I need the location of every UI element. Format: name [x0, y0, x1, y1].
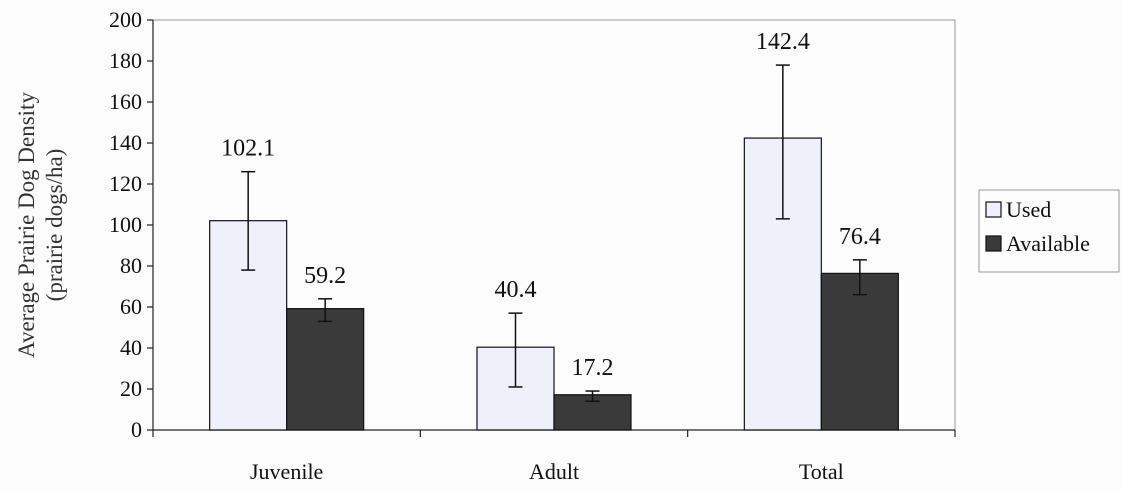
y-tick-label: 0: [131, 417, 142, 442]
y-tick-label: 80: [120, 253, 142, 278]
data-label: 17.2: [572, 355, 614, 381]
legend-label: Available: [1006, 231, 1090, 256]
data-label: 76.4: [839, 224, 881, 250]
y-tick-label: 100: [109, 212, 142, 237]
data-labels: 102.1 59.2 40.4 17.2 142.4 76.4: [221, 29, 881, 381]
x-category-label: Total: [799, 459, 844, 484]
data-label: 59.2: [304, 263, 346, 289]
y-axis-title-line: (prairie dogs/ha): [42, 149, 67, 302]
y-tick-label: 20: [120, 376, 142, 401]
legend-label: Used: [1006, 197, 1051, 222]
x-axis: Juvenile Adult Total: [152, 429, 956, 484]
y-tick-label: 180: [109, 48, 142, 73]
bars: [209, 137, 899, 431]
legend-box: [978, 189, 1120, 273]
error-bars: [241, 64, 867, 403]
y-tick-label: 120: [109, 171, 142, 196]
y-tick-label: 200: [109, 7, 142, 32]
data-label: 40.4: [495, 277, 537, 303]
y-tick-label: 140: [109, 130, 142, 155]
legend-swatch-used: [985, 201, 1002, 218]
y-axis-title-line: Average Prairie Dog Density: [14, 92, 39, 358]
y-axis: 0 20 40 60 80 100 120 140 160 180 200: [109, 7, 154, 442]
bar-available: [286, 308, 365, 431]
y-axis-title: Average Prairie Dog Density (prairie dogs…: [14, 92, 67, 358]
legend: Used Available: [978, 189, 1120, 273]
legend-swatch-available: [985, 235, 1002, 252]
x-category-label: Adult: [529, 459, 579, 484]
y-tick-label: 160: [109, 89, 142, 114]
y-tick-label: 60: [120, 294, 142, 319]
data-label: 102.1: [221, 136, 275, 162]
y-tick-label: 40: [120, 335, 142, 360]
data-label: 142.4: [756, 29, 810, 55]
x-category-label: Juvenile: [250, 459, 323, 484]
bar-available: [820, 272, 899, 431]
